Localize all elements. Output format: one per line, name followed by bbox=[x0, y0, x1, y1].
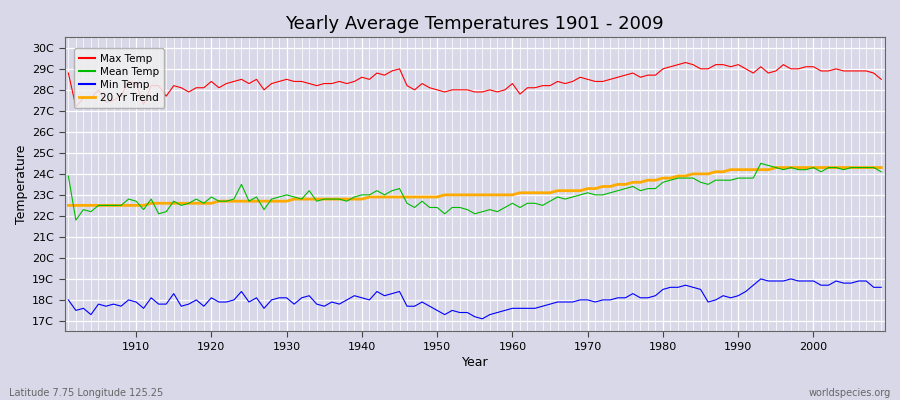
Text: worldspecies.org: worldspecies.org bbox=[809, 388, 891, 398]
X-axis label: Year: Year bbox=[462, 356, 488, 369]
Text: Latitude 7.75 Longitude 125.25: Latitude 7.75 Longitude 125.25 bbox=[9, 388, 163, 398]
Legend: Max Temp, Mean Temp, Min Temp, 20 Yr Trend: Max Temp, Mean Temp, Min Temp, 20 Yr Tre… bbox=[74, 48, 165, 108]
Y-axis label: Temperature: Temperature bbox=[15, 145, 28, 224]
Title: Yearly Average Temperatures 1901 - 2009: Yearly Average Temperatures 1901 - 2009 bbox=[285, 15, 664, 33]
